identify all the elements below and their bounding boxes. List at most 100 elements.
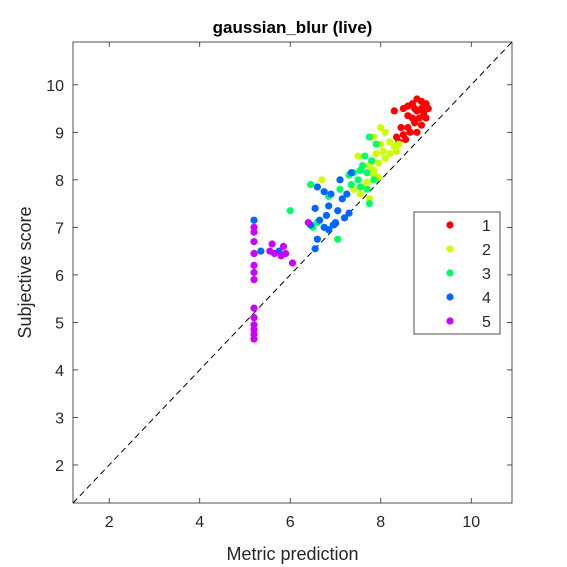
legend: 1 2 3 4 5 [413, 211, 501, 335]
data-point-series-4 [336, 176, 344, 184]
y-axis: 2 3 4 5 6 7 8 9 10 [46, 78, 512, 475]
data-point-series-1 [406, 128, 414, 136]
y-tick-label: 2 [55, 458, 64, 475]
data-point-series-2 [374, 159, 383, 167]
data-point-series-5 [268, 240, 276, 248]
data-point-series-4 [334, 207, 342, 215]
data-point-series-3 [361, 152, 369, 160]
data-point-series-2 [356, 190, 364, 198]
data-point-series-3 [370, 176, 378, 184]
data-point-series-3 [356, 166, 364, 174]
data-point-series-4 [343, 190, 351, 198]
legend-marker [446, 293, 454, 301]
y-tick-label: 5 [55, 315, 64, 332]
x-tick-label: 8 [376, 514, 385, 531]
data-point-series-1 [415, 114, 423, 122]
legend-box [413, 211, 501, 335]
data-point-series-5 [250, 304, 258, 312]
data-point-series-3 [356, 183, 364, 191]
data-point-series-4 [347, 169, 355, 177]
y-tick-label: 8 [55, 173, 64, 190]
data-point-series-5 [250, 335, 258, 343]
legend-label: 3 [482, 266, 491, 283]
chart-title: gaussian_blur (live) [213, 18, 373, 37]
data-point-series-1 [413, 107, 421, 115]
data-point-series-5 [250, 268, 258, 277]
y-tick-label: 4 [55, 363, 64, 380]
x-tick-label: 2 [105, 514, 114, 531]
data-point-series-5 [250, 261, 258, 269]
data-point-series-1 [390, 107, 398, 115]
legend-label: 1 [482, 218, 491, 235]
data-point-series-3 [334, 235, 342, 243]
data-point-series-3 [363, 185, 371, 193]
legend-marker [446, 245, 454, 253]
data-point-series-2 [381, 128, 389, 136]
legend-label: 4 [482, 290, 491, 307]
data-point-series-4 [311, 204, 319, 212]
legend-label: 5 [482, 314, 491, 331]
data-point-series-3 [354, 176, 362, 184]
data-points [250, 95, 432, 343]
data-point-series-3 [372, 140, 380, 148]
data-point-series-2 [379, 147, 387, 155]
y-tick-label: 6 [55, 268, 64, 285]
data-point-series-4 [325, 226, 333, 234]
legend-marker [446, 221, 454, 229]
data-point-series-5 [250, 249, 258, 258]
data-point-series-5 [250, 276, 258, 284]
data-point-series-5 [288, 259, 297, 267]
data-point-series-5 [279, 242, 288, 250]
data-point-series-4 [338, 195, 346, 203]
data-point-series-3 [347, 180, 355, 189]
data-point-series-2 [377, 123, 385, 132]
data-point-series-5 [250, 238, 258, 246]
data-point-series-2 [395, 140, 403, 148]
y-axis-label: Subjective score [15, 206, 35, 338]
legend-label: 2 [482, 242, 491, 259]
data-point-series-2 [318, 176, 326, 184]
data-point-series-4 [325, 202, 333, 210]
data-point-series-4 [322, 211, 331, 220]
data-point-series-4 [327, 190, 335, 198]
data-point-series-4 [313, 183, 321, 191]
data-point-series-1 [411, 119, 419, 127]
data-point-series-1 [399, 104, 407, 113]
data-point-series-4 [345, 209, 353, 217]
data-point-series-3 [286, 207, 294, 215]
data-point-series-3 [365, 199, 374, 208]
data-point-series-3 [365, 133, 374, 141]
data-point-series-4 [311, 245, 319, 253]
data-point-series-1 [397, 123, 405, 132]
data-point-series-4 [329, 221, 337, 229]
y-tick-label: 9 [55, 125, 64, 142]
legend-marker [446, 269, 454, 277]
data-point-series-5 [250, 314, 258, 322]
legend-marker [446, 317, 454, 325]
data-point-series-4 [316, 216, 324, 224]
x-axis-label: Metric prediction [226, 544, 358, 564]
x-tick-label: 10 [462, 514, 480, 531]
data-point-series-4 [320, 188, 328, 196]
data-point-series-2 [372, 150, 380, 158]
data-point-series-2 [392, 147, 401, 155]
data-point-series-4 [257, 247, 265, 255]
data-point-series-1 [422, 114, 430, 122]
data-point-series-2 [386, 150, 394, 158]
x-tick-label: 4 [195, 514, 204, 531]
data-point-series-2 [363, 178, 371, 186]
reference-diagonal-line [72, 41, 513, 504]
data-point-series-4 [340, 214, 349, 222]
data-point-series-4 [313, 235, 321, 243]
y-tick-label: 7 [55, 220, 64, 237]
data-point-series-3 [336, 185, 344, 193]
data-point-series-3 [368, 157, 376, 165]
data-point-series-1 [402, 135, 410, 144]
x-tick-label: 6 [286, 514, 295, 531]
data-point-series-2 [354, 152, 362, 160]
data-point-series-5 [304, 218, 312, 227]
y-tick-label: 10 [46, 78, 64, 95]
data-point-series-4 [250, 216, 258, 224]
data-point-series-3 [363, 169, 371, 177]
